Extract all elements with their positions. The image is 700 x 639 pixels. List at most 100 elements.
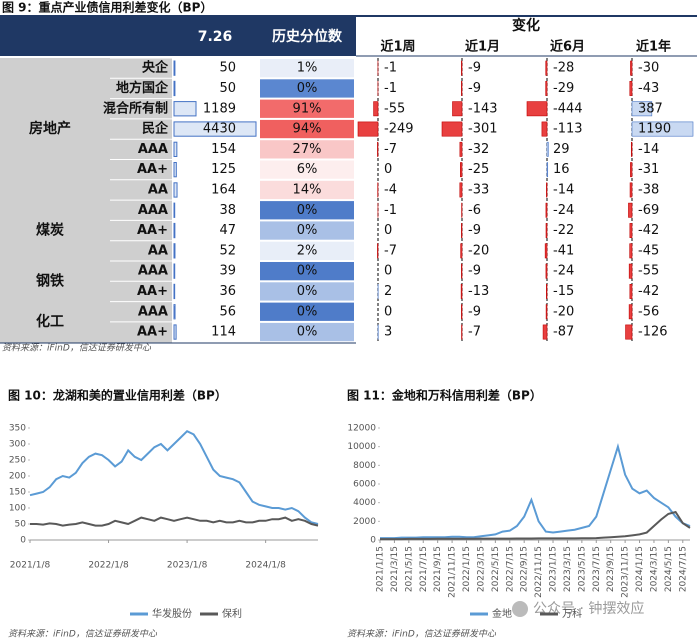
row-label: 央企 xyxy=(142,60,169,76)
x-tick-label: 2024/1/15 xyxy=(635,546,645,592)
change-bar xyxy=(377,243,379,259)
level-bar xyxy=(173,263,176,279)
x-tick-label: 2024/5/15 xyxy=(664,546,674,592)
y-tick-label: 0 xyxy=(20,536,26,546)
level-bar xyxy=(173,222,176,239)
chart-title: 图 10：龙湖和美的置业信用利差（BP） xyxy=(8,388,227,403)
change-bar xyxy=(630,60,633,76)
level-bar xyxy=(173,243,176,259)
y-tick-label: 6000 xyxy=(353,480,376,490)
y-tick-label: 100 xyxy=(9,504,26,514)
pct-cell xyxy=(260,241,354,260)
pct-value: 0% xyxy=(297,203,318,218)
x-tick-label: 2022/9/15 xyxy=(520,546,530,592)
change-value: -9 xyxy=(468,61,481,76)
y-tick-label: 2000 xyxy=(353,517,376,527)
pct-value: 0% xyxy=(297,223,318,238)
change-bar xyxy=(545,223,548,238)
level-value: 50 xyxy=(219,81,236,96)
x-tick-label: 2022/5/15 xyxy=(491,546,501,592)
x-tick-label: 2023/1/15 xyxy=(549,546,559,592)
pct-cell xyxy=(260,119,354,139)
change-value: -42 xyxy=(638,284,659,299)
change-bar xyxy=(545,81,548,96)
x-tick-label: 2021/9/15 xyxy=(433,546,443,592)
header-bg xyxy=(0,16,356,56)
change-bar xyxy=(628,263,633,279)
x-tick-label: 2021/1/15 xyxy=(376,546,386,592)
change-bar xyxy=(461,81,463,96)
header-pct: 历史分位数 xyxy=(272,28,343,45)
change-value: 3 xyxy=(384,325,392,340)
level-bar xyxy=(173,283,176,300)
chart-source: 资料来源：iFinD，信达证券研发中心 xyxy=(8,629,158,639)
change-value: -45 xyxy=(638,243,659,258)
row-label: AA+ xyxy=(137,162,168,177)
y-tick-label: 250 xyxy=(9,456,26,466)
change-value: -9 xyxy=(468,304,481,319)
level-bar xyxy=(173,202,176,218)
change-bar xyxy=(546,141,549,157)
level-bar xyxy=(173,304,176,320)
change-bar xyxy=(545,304,548,320)
level-value: 38 xyxy=(219,203,236,218)
change-value: -1 xyxy=(384,61,397,76)
change-bar xyxy=(630,141,633,157)
level-bar xyxy=(173,141,178,157)
y-tick-label: 300 xyxy=(9,440,26,450)
x-tick-label: 2021/11/15 xyxy=(448,546,458,598)
pct-cell xyxy=(260,99,354,118)
change-bar xyxy=(373,101,379,117)
header-level: 7.26 xyxy=(198,29,233,45)
change-value: -1 xyxy=(384,81,397,96)
level-value: 52 xyxy=(219,243,236,258)
pct-cell xyxy=(260,201,354,220)
change-bar xyxy=(629,243,633,259)
pct-value: 91% xyxy=(293,101,322,116)
pct-cell xyxy=(260,180,354,200)
change-value: -41 xyxy=(553,243,574,258)
legend-label: 万科 xyxy=(562,607,582,620)
change-bar xyxy=(628,304,633,320)
row-label: AAA xyxy=(138,203,168,218)
change-bar xyxy=(461,60,463,76)
header-period: 近6月 xyxy=(550,39,585,55)
x-tick-label: 2021/5/15 xyxy=(404,546,414,592)
change-value: -55 xyxy=(384,101,405,116)
change-bar xyxy=(541,121,548,137)
row-label: 混合所有制 xyxy=(103,100,168,116)
change-value: -69 xyxy=(638,203,659,218)
pct-cell xyxy=(260,221,354,240)
pct-value: 0% xyxy=(297,304,318,319)
level-value: 154 xyxy=(211,142,236,157)
level-value: 56 xyxy=(219,304,236,319)
pct-value: 1% xyxy=(297,61,318,76)
change-value: -87 xyxy=(553,325,574,340)
change-bar xyxy=(459,141,463,157)
level-value: 164 xyxy=(211,182,236,197)
x-tick-label: 2023/5/15 xyxy=(577,546,587,592)
change-value: 16 xyxy=(553,162,570,177)
y-tick-label: 10000 xyxy=(347,442,376,452)
level-bar xyxy=(173,162,177,178)
legend-label: 保利 xyxy=(222,607,242,620)
change-value: -113 xyxy=(553,122,583,137)
change-value: -14 xyxy=(553,182,574,197)
change-value: -30 xyxy=(638,61,659,76)
change-value: -9 xyxy=(468,264,481,279)
pct-cell xyxy=(260,140,354,159)
y-tick-label: 8000 xyxy=(353,461,376,471)
change-bar xyxy=(546,283,548,299)
pct-value: 2% xyxy=(297,243,318,258)
change-bar xyxy=(461,263,463,279)
change-bar xyxy=(631,121,694,137)
change-bar xyxy=(461,304,463,320)
change-value: -42 xyxy=(638,223,659,238)
watermark: 公众号 · 钟摆效应 xyxy=(533,600,644,617)
change-value: -56 xyxy=(638,304,659,319)
change-value: -20 xyxy=(468,243,489,258)
level-value: 39 xyxy=(219,264,236,279)
change-value: -32 xyxy=(468,142,489,157)
change-value: -9 xyxy=(468,81,481,96)
change-value: -249 xyxy=(384,122,414,137)
